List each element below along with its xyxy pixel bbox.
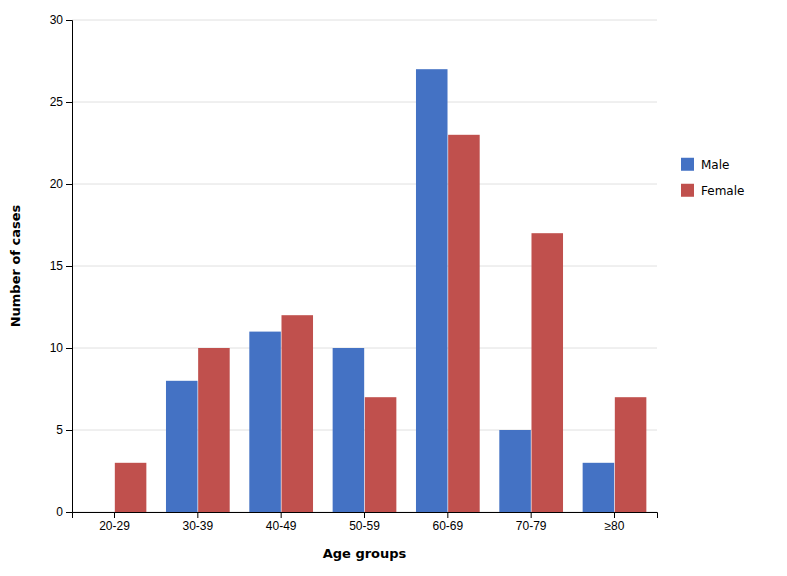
y-tick-mark	[66, 266, 72, 267]
x-tick-label: 60-69	[432, 519, 463, 533]
x-tick-mark	[447, 512, 448, 518]
x-tick-label: 50-59	[349, 519, 380, 533]
legend-swatch	[681, 158, 694, 171]
y-tick: 10	[50, 341, 72, 355]
plot: 0 5 10 15 20 25 30 20-29 30-39 40-49 50-59 60-69 70-…	[50, 13, 658, 532]
y-tick-label: 0	[56, 505, 63, 519]
bar	[365, 397, 397, 512]
y-axis-line	[66, 21, 73, 513]
bar	[499, 430, 531, 512]
bar	[198, 348, 230, 512]
x-tick: 20-29	[99, 512, 130, 533]
bar	[249, 332, 281, 512]
x-tick-label: 20-29	[99, 519, 130, 533]
y-tick: 15	[50, 259, 72, 273]
y-tick-mark	[66, 512, 72, 513]
x-tick-mark	[364, 512, 365, 518]
x-tick: 30-39	[182, 512, 213, 533]
x-tick: 70-79	[516, 512, 547, 533]
grid-line	[72, 184, 657, 185]
grid-line	[72, 348, 657, 349]
y-axis-title: Number of cases	[8, 204, 23, 327]
x-tick-mark	[531, 512, 532, 518]
grid-line	[72, 430, 657, 431]
y-tick-mark	[66, 184, 72, 185]
x-axis: 20-29 30-39 40-49 50-59 60-69 70-79 ≥80	[73, 512, 658, 533]
bar	[166, 381, 198, 512]
y-tick: 5	[56, 423, 72, 437]
grid-line	[72, 20, 657, 21]
legend-item: Female	[681, 184, 744, 198]
x-tick-mark	[197, 512, 198, 518]
bar	[115, 463, 147, 512]
bars	[115, 69, 647, 512]
y-tick-label: 30	[50, 13, 64, 27]
bar	[615, 397, 647, 512]
bar	[583, 463, 615, 512]
bar-series	[166, 69, 614, 512]
grid	[72, 20, 657, 512]
y-tick-label: 5	[56, 423, 63, 437]
y-tick-mark	[66, 430, 72, 431]
x-axis-title: Age groups	[323, 546, 407, 561]
y-tick: 30	[50, 13, 72, 27]
y-tick-label: 20	[50, 177, 64, 191]
x-tick-label: 70-79	[516, 519, 547, 533]
x-axis-line	[73, 513, 658, 519]
legend-label: Female	[701, 184, 744, 198]
y-tick-mark	[66, 102, 72, 103]
chart: 0 5 10 15 20 25 30 20-29 30-39 40-49 50-59 60-69 70-…	[0, 0, 787, 576]
bar	[333, 348, 365, 512]
bar	[448, 135, 480, 512]
y-tick-mark	[66, 20, 72, 21]
x-tick-label: 40-49	[266, 519, 297, 533]
y-tick-mark	[66, 348, 72, 349]
bar	[281, 315, 313, 512]
y-tick: 20	[50, 177, 72, 191]
legend-label: Male	[701, 158, 729, 172]
x-tick-mark	[614, 512, 615, 518]
y-tick: 0	[56, 505, 72, 519]
x-tick-mark	[114, 512, 115, 518]
x-tick: 60-69	[432, 512, 463, 533]
x-tick: 40-49	[266, 512, 297, 533]
legend-item: Male	[681, 158, 729, 172]
legend: Male Female	[681, 158, 744, 198]
x-tick-label: ≥80	[605, 519, 625, 533]
x-tick: 50-59	[349, 512, 380, 533]
grid-line	[72, 266, 657, 267]
bar-series	[115, 135, 647, 512]
grid-line	[72, 102, 657, 103]
legend-swatch	[681, 184, 694, 197]
bar	[416, 69, 448, 512]
x-tick: ≥80	[605, 512, 625, 533]
x-tick-label: 30-39	[182, 519, 213, 533]
x-tick-mark	[281, 512, 282, 518]
y-axis: 0 5 10 15 20 25 30	[50, 13, 73, 519]
bar	[83, 512, 115, 513]
y-tick-label: 25	[50, 95, 64, 109]
y-tick-label: 10	[50, 341, 64, 355]
y-tick-label: 15	[50, 259, 64, 273]
y-tick: 25	[50, 95, 72, 109]
bar	[531, 233, 563, 512]
